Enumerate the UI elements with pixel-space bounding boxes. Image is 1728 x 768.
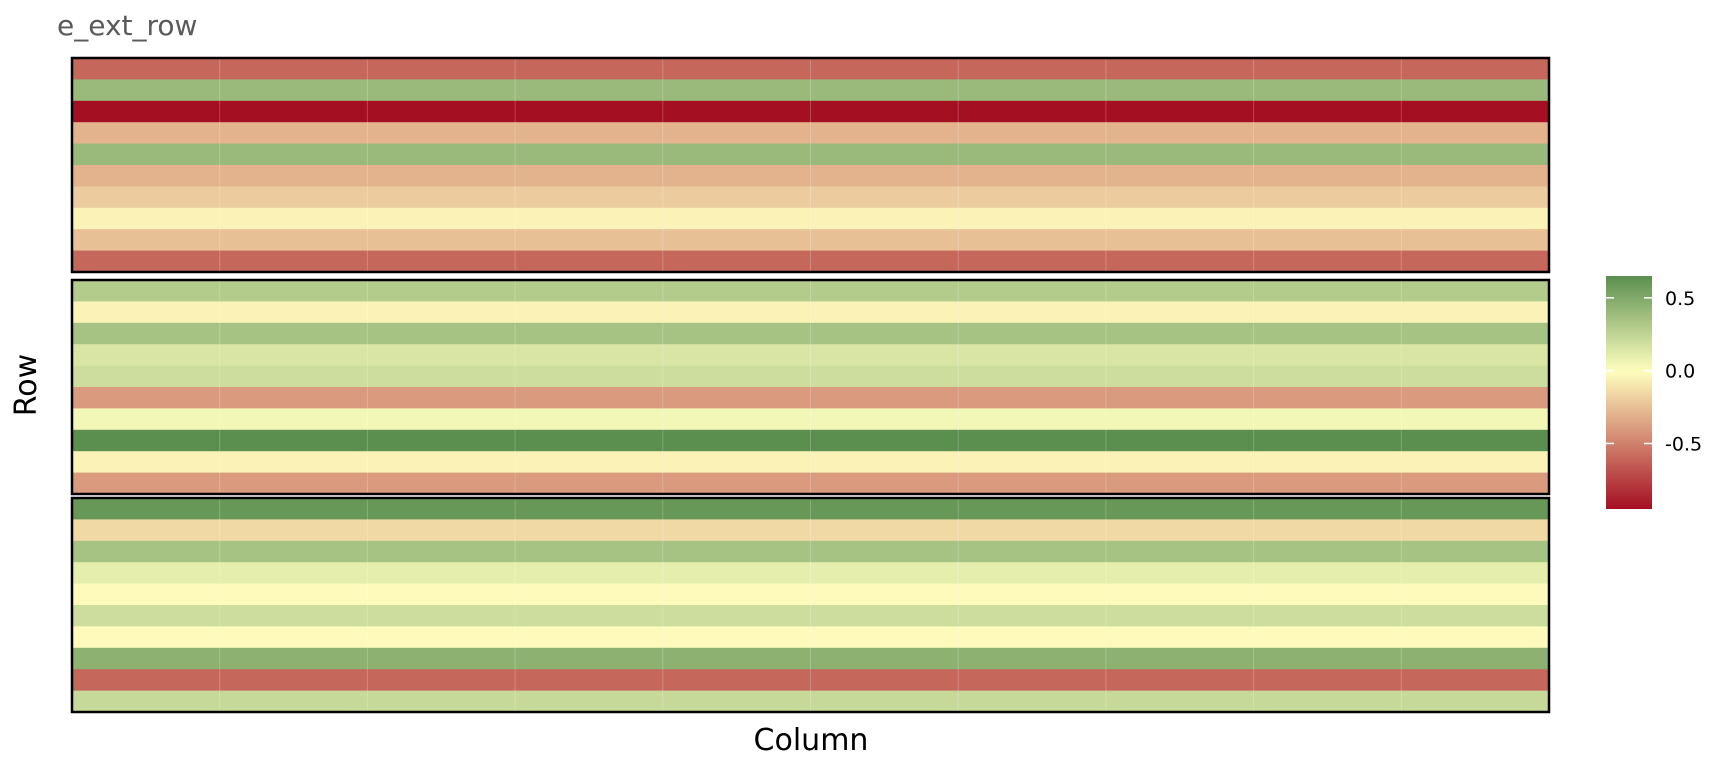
heatmap-row (72, 250, 1549, 273)
heatmap-row (72, 605, 1549, 627)
heatmap-row (72, 647, 1549, 670)
heatmap-row (72, 280, 1549, 302)
heatmap-panels (70, 56, 1551, 714)
heatmap-row (72, 143, 1549, 166)
heatmap-row (72, 498, 1549, 520)
heatmap-row (72, 186, 1549, 209)
heatmap-row (72, 229, 1549, 252)
heatmap-row (72, 100, 1549, 123)
chart-title: e_ext_row (57, 9, 197, 42)
heatmap-panel-2 (70, 278, 1551, 496)
heatmap-row (72, 690, 1549, 713)
heatmap-row (72, 408, 1549, 431)
heatmap-row (72, 429, 1549, 452)
heatmap-row (72, 472, 1549, 495)
panel-border (70, 496, 1551, 714)
heatmap-row (72, 79, 1549, 102)
heatmap-row (72, 519, 1549, 542)
color-legend: 0.5 0.0 -0.5 (1606, 276, 1702, 509)
heatmap-row (72, 451, 1549, 474)
x-axis-title: Column (754, 723, 869, 758)
heatmap-row (72, 207, 1549, 230)
heatmap-row (72, 540, 1549, 563)
legend-tick-label: -0.5 (1665, 433, 1702, 455)
heatmap-row (72, 122, 1549, 145)
heatmap-row (72, 301, 1549, 324)
heatmap-row (72, 583, 1549, 606)
heatmap-row (72, 562, 1549, 585)
heatmap-row (72, 387, 1549, 409)
heatmap-panel-3 (70, 496, 1551, 714)
heatmap-row (72, 165, 1549, 187)
heatmap-row (72, 669, 1549, 692)
heatmap-row (72, 58, 1549, 80)
heatmap-row (72, 626, 1549, 649)
heatmap-row (72, 344, 1549, 367)
heatmap-row (72, 322, 1549, 345)
heatmap-row (72, 365, 1549, 388)
legend-tick-label: 0.0 (1665, 361, 1695, 383)
y-axis-title: Row (9, 354, 44, 416)
panel-border (70, 278, 1551, 496)
legend-tick-label: 0.5 (1665, 288, 1695, 310)
panel-border (70, 56, 1551, 274)
legend-colorbar (1606, 276, 1652, 509)
heatmap-panel-1 (70, 56, 1551, 274)
